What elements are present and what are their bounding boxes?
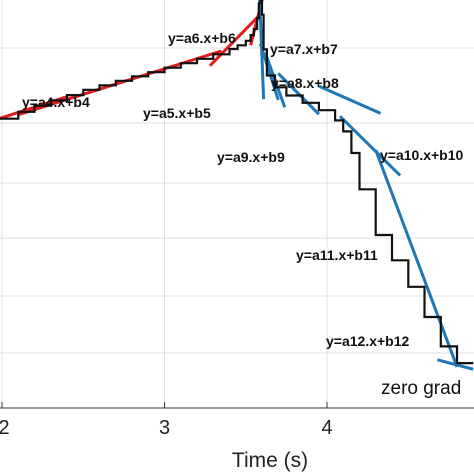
data-series (0, 0, 474, 365)
annotation-label: y=a10.x+b10 (380, 147, 464, 163)
x-ticks: 2 3 4 (0, 402, 333, 439)
annotation-label: y=a6.x+b6 (168, 30, 236, 46)
fitted-segment (277, 72, 320, 116)
annotation-label: y=a4.x+b4 (22, 94, 90, 110)
fitted-segment (258, 43, 280, 101)
annotation-label: y=a5.x+b5 (143, 105, 211, 121)
annotation-label: y=a7.x+b7 (270, 41, 338, 57)
annotation-label: y=a11.x+b11 (296, 247, 378, 263)
fitted-segment (437, 358, 474, 371)
series-line (0, 0, 474, 365)
fitted-segment (374, 149, 459, 368)
annotation-label: zero grad (381, 378, 461, 399)
x-axis-label: Time (s) (232, 449, 308, 472)
fitted-segment (208, 16, 259, 67)
annotation-label: y=a8.x+b8 (271, 75, 339, 91)
fitted-segments (0, 0, 474, 371)
annotation-label: y=a9.x+b9 (217, 149, 285, 165)
x-tick-label: 4 (321, 417, 332, 439)
annotation-label: y=a12.x+b12 (326, 333, 410, 349)
fitted-segment (17, 49, 222, 117)
x-tick-label: 3 (159, 417, 170, 439)
fitted-segment (318, 84, 382, 115)
x-tick-label: 2 (0, 417, 10, 439)
annotations: y=a6.x+b6 y=a7.x+b7 y=a8.x+b8 y=a4.x+b4 y=a5… (22, 30, 464, 399)
fitted-segment (338, 115, 402, 177)
fitted-segment (258, 0, 266, 100)
